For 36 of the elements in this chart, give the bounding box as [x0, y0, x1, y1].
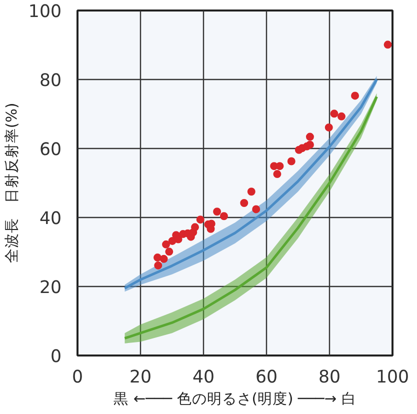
y-tick-label: 80 [39, 71, 62, 91]
x-tick-label: 60 [255, 368, 278, 388]
point [330, 110, 338, 118]
y-tick-label: 0 [50, 347, 62, 367]
point [165, 248, 174, 256]
y-tick-label: 100 [28, 2, 62, 22]
x-tick-label: 100 [376, 368, 410, 388]
y-tick-label: 60 [39, 140, 62, 160]
x-tick-label: 40 [192, 368, 215, 388]
x-axis-title: 黒 ←─── 色の明るさ(明度) ───→ 白 [114, 390, 356, 408]
point [306, 132, 314, 141]
point [337, 112, 346, 120]
point [190, 223, 199, 232]
point [162, 240, 170, 248]
point [252, 205, 260, 214]
y-tick-label: 20 [39, 278, 62, 298]
point [213, 208, 222, 216]
y-tick-label: 40 [39, 209, 62, 229]
point [196, 216, 204, 224]
point [306, 140, 314, 149]
point [160, 254, 168, 263]
point [287, 157, 296, 166]
point [247, 188, 256, 196]
x-tick-label: 0 [72, 368, 84, 388]
point [240, 199, 248, 208]
point [154, 254, 162, 262]
point [273, 170, 282, 178]
point [220, 212, 228, 220]
point [324, 123, 333, 132]
x-tick-label: 20 [129, 368, 152, 388]
y-axis-title: 全波長 日射反射率(%) [3, 102, 20, 264]
point [384, 40, 392, 49]
point [276, 162, 284, 170]
x-tick-label: 80 [318, 368, 341, 388]
point [351, 92, 360, 100]
point [154, 261, 162, 270]
